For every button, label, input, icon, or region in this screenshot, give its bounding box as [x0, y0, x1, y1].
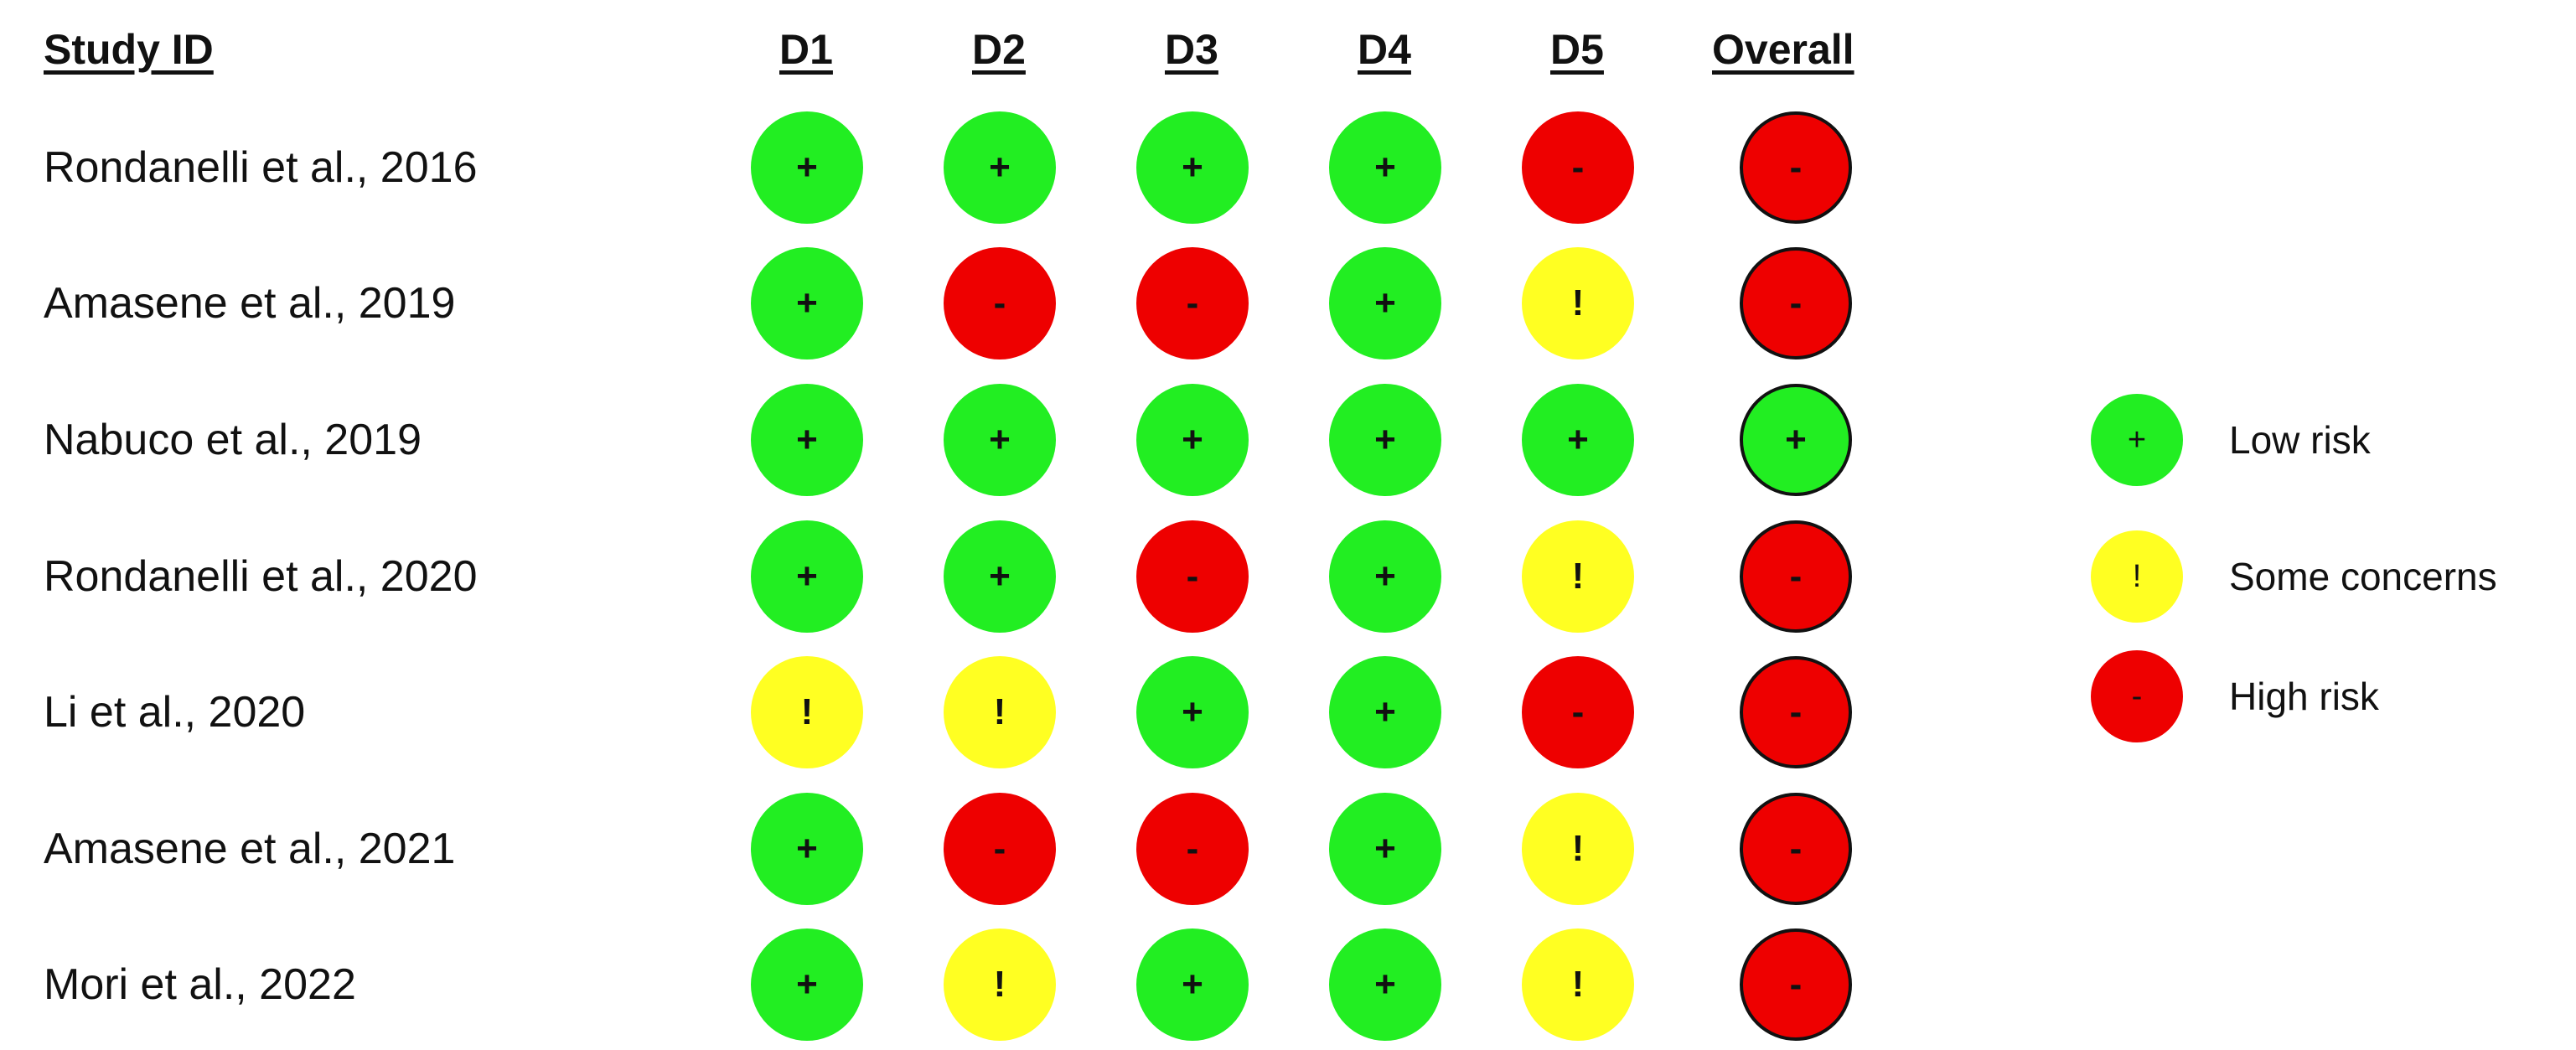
domain-judgement-dot: + — [1136, 384, 1249, 496]
header-overall: Overall — [1712, 26, 1854, 73]
domain-judgement-dot: ! — [751, 656, 863, 768]
domain-judgement-dot: - — [1136, 793, 1249, 905]
domain-judgement-dot: ! — [1522, 247, 1634, 359]
header-study-id: Study ID — [44, 26, 214, 73]
study-label: Amasene et al., 2021 — [44, 825, 456, 873]
study-label: Rondanelli et al., 2016 — [44, 143, 478, 192]
header-d4: D4 — [1358, 26, 1411, 73]
domain-judgement-dot: ! — [1522, 928, 1634, 1041]
domain-judgement-dot: + — [751, 247, 863, 359]
overall-judgement-dot: - — [1740, 520, 1852, 633]
study-label: Mori et al., 2022 — [44, 960, 356, 1009]
domain-judgement-dot: + — [1329, 247, 1441, 359]
domain-judgement-dot: ! — [1522, 520, 1634, 633]
domain-judgement-dot: + — [1329, 793, 1441, 905]
domain-judgement-dot: - — [1136, 520, 1249, 633]
domain-judgement-dot: ! — [1522, 793, 1634, 905]
header-d1: D1 — [779, 26, 833, 73]
domain-judgement-dot: + — [751, 793, 863, 905]
legend-marker: + — [2091, 394, 2183, 486]
domain-judgement-dot: + — [751, 520, 863, 633]
domain-judgement-dot: + — [1329, 928, 1441, 1041]
domain-judgement-dot: + — [751, 384, 863, 496]
domain-judgement-dot: - — [944, 793, 1056, 905]
domain-judgement-dot: + — [1329, 656, 1441, 768]
domain-judgement-dot: + — [751, 111, 863, 224]
domain-judgement-dot: - — [1136, 247, 1249, 359]
legend-label: High risk — [2229, 675, 2379, 718]
domain-judgement-dot: + — [751, 928, 863, 1041]
domain-judgement-dot: + — [1329, 111, 1441, 224]
domain-judgement-dot: + — [1329, 520, 1441, 633]
overall-judgement-dot: - — [1740, 928, 1852, 1041]
domain-judgement-dot: + — [1522, 384, 1634, 496]
header-d3: D3 — [1165, 26, 1218, 73]
domain-judgement-dot: - — [1522, 656, 1634, 768]
header-d5: D5 — [1550, 26, 1604, 73]
domain-judgement-dot: ! — [944, 656, 1056, 768]
study-label: Li et al., 2020 — [44, 688, 306, 737]
domain-judgement-dot: + — [944, 520, 1056, 633]
domain-judgement-dot: + — [1136, 928, 1249, 1041]
domain-judgement-dot: + — [1329, 384, 1441, 496]
domain-judgement-dot: + — [944, 111, 1056, 224]
domain-judgement-dot: - — [1522, 111, 1634, 224]
legend-label: Some concerns — [2229, 555, 2497, 598]
overall-judgement-dot: - — [1740, 111, 1852, 224]
study-label: Amasene et al., 2019 — [44, 279, 456, 328]
domain-judgement-dot: + — [944, 384, 1056, 496]
header-d2: D2 — [972, 26, 1026, 73]
domain-judgement-dot: + — [1136, 111, 1249, 224]
domain-judgement-dot: - — [944, 247, 1056, 359]
overall-judgement-dot: - — [1740, 247, 1852, 359]
overall-judgement-dot: - — [1740, 793, 1852, 905]
study-label: Nabuco et al., 2019 — [44, 416, 422, 464]
overall-judgement-dot: - — [1740, 656, 1852, 768]
study-label: Rondanelli et al., 2020 — [44, 552, 478, 601]
overall-judgement-dot: + — [1740, 384, 1852, 496]
domain-judgement-dot: ! — [944, 928, 1056, 1041]
legend-marker: ! — [2091, 530, 2183, 623]
domain-judgement-dot: + — [1136, 656, 1249, 768]
legend-marker: - — [2091, 650, 2183, 742]
legend-label: Low risk — [2229, 418, 2371, 462]
